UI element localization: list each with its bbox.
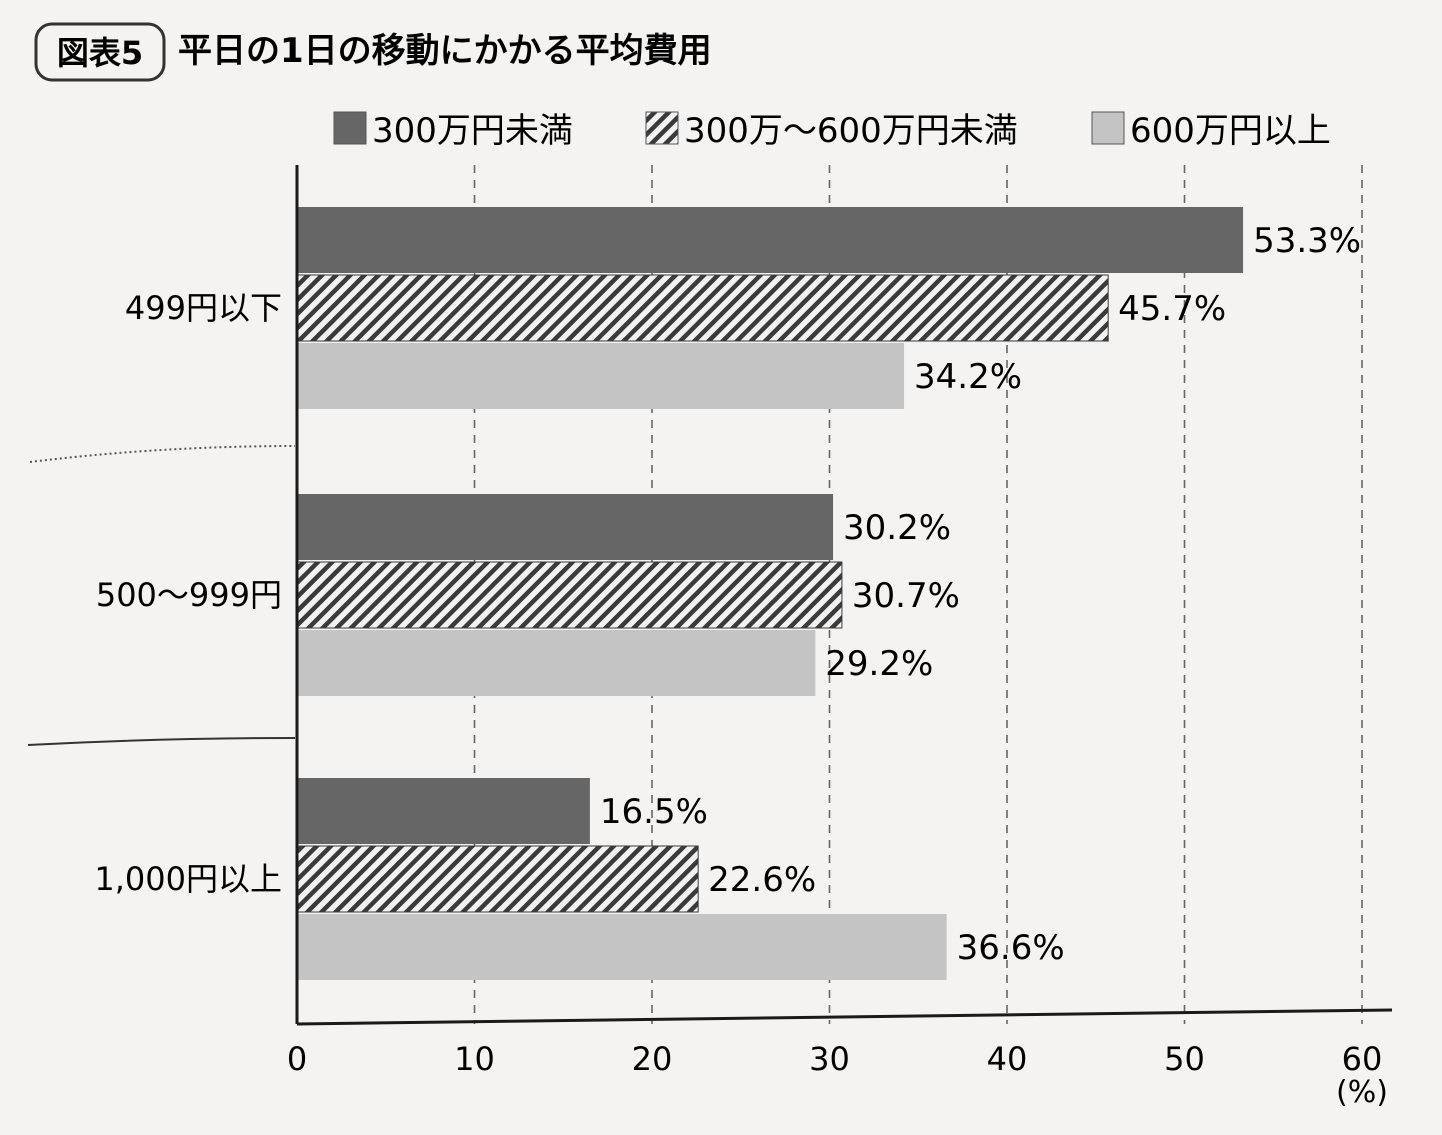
bar-2-1 [297, 494, 834, 560]
axes [295, 165, 1393, 1026]
figure-badge-text: 図表5 [57, 34, 143, 72]
legend-label-2: 300万～600万円未満 [684, 111, 1018, 151]
x-tick-label-6: 50 [1164, 1040, 1205, 1078]
legend-swatch-3 [1091, 111, 1125, 145]
data-label-3-3: 36.6% [957, 928, 1065, 968]
bar-1-2 [296, 274, 1109, 342]
x-tick-label-2: 10 [454, 1040, 495, 1078]
category-label-1: 499円以下 [125, 289, 282, 327]
bar-3-1 [297, 778, 590, 844]
legend-swatch-2 [645, 111, 679, 145]
separator-line [29, 445, 296, 463]
bar-3-3 [297, 914, 947, 980]
bar-3-2 [296, 845, 699, 913]
legend-swatch-1 [333, 111, 367, 145]
legend-label-1: 300万円未満 [372, 111, 573, 151]
bars [296, 207, 1244, 980]
data-label-1-3: 34.2% [914, 357, 1022, 397]
category-label-2: 500～999円 [96, 576, 282, 614]
x-tick-label-1: 0 [287, 1040, 307, 1078]
bar-1-3 [297, 343, 905, 409]
figure-header: 図表5 平日の1日の移動にかかる平均費用 [34, 22, 712, 82]
legend-label-3: 600万円以上 [1130, 111, 1331, 151]
data-label-1-2: 45.7% [1118, 289, 1226, 329]
x-axis [296, 1008, 1393, 1026]
category-label-3: 1,000円以上 [94, 860, 282, 898]
legend: 300万円未満 300万～600万円未満 600万円以上 [333, 111, 1331, 151]
data-label-3-2: 22.6% [708, 860, 816, 900]
bar-2-2 [296, 561, 843, 629]
data-label-2-1: 30.2% [843, 508, 951, 548]
figure-title: 平日の1日の移動にかかる平均費用 [178, 31, 712, 71]
data-label-2-3: 29.2% [825, 644, 933, 684]
bar-2-3 [297, 630, 816, 696]
separator-line [27, 737, 296, 746]
x-unit-label: (%) [1336, 1075, 1388, 1110]
data-label-2-2: 30.7% [852, 576, 960, 616]
data-label-3-1: 16.5% [600, 792, 708, 832]
x-tick-label-4: 30 [809, 1040, 850, 1078]
data-label-1-1: 53.3% [1253, 221, 1361, 261]
x-tick-label-7: 60 [1342, 1040, 1383, 1078]
bar-1-1 [297, 207, 1244, 273]
x-tick-label-3: 20 [632, 1040, 673, 1078]
labels: 53.3% 45.7% 34.2% 499円以下 30.2% 30.7% 29.2% 500～… [94, 221, 1388, 1110]
x-tick-label-5: 40 [987, 1040, 1028, 1078]
figure-badge [34, 22, 166, 82]
